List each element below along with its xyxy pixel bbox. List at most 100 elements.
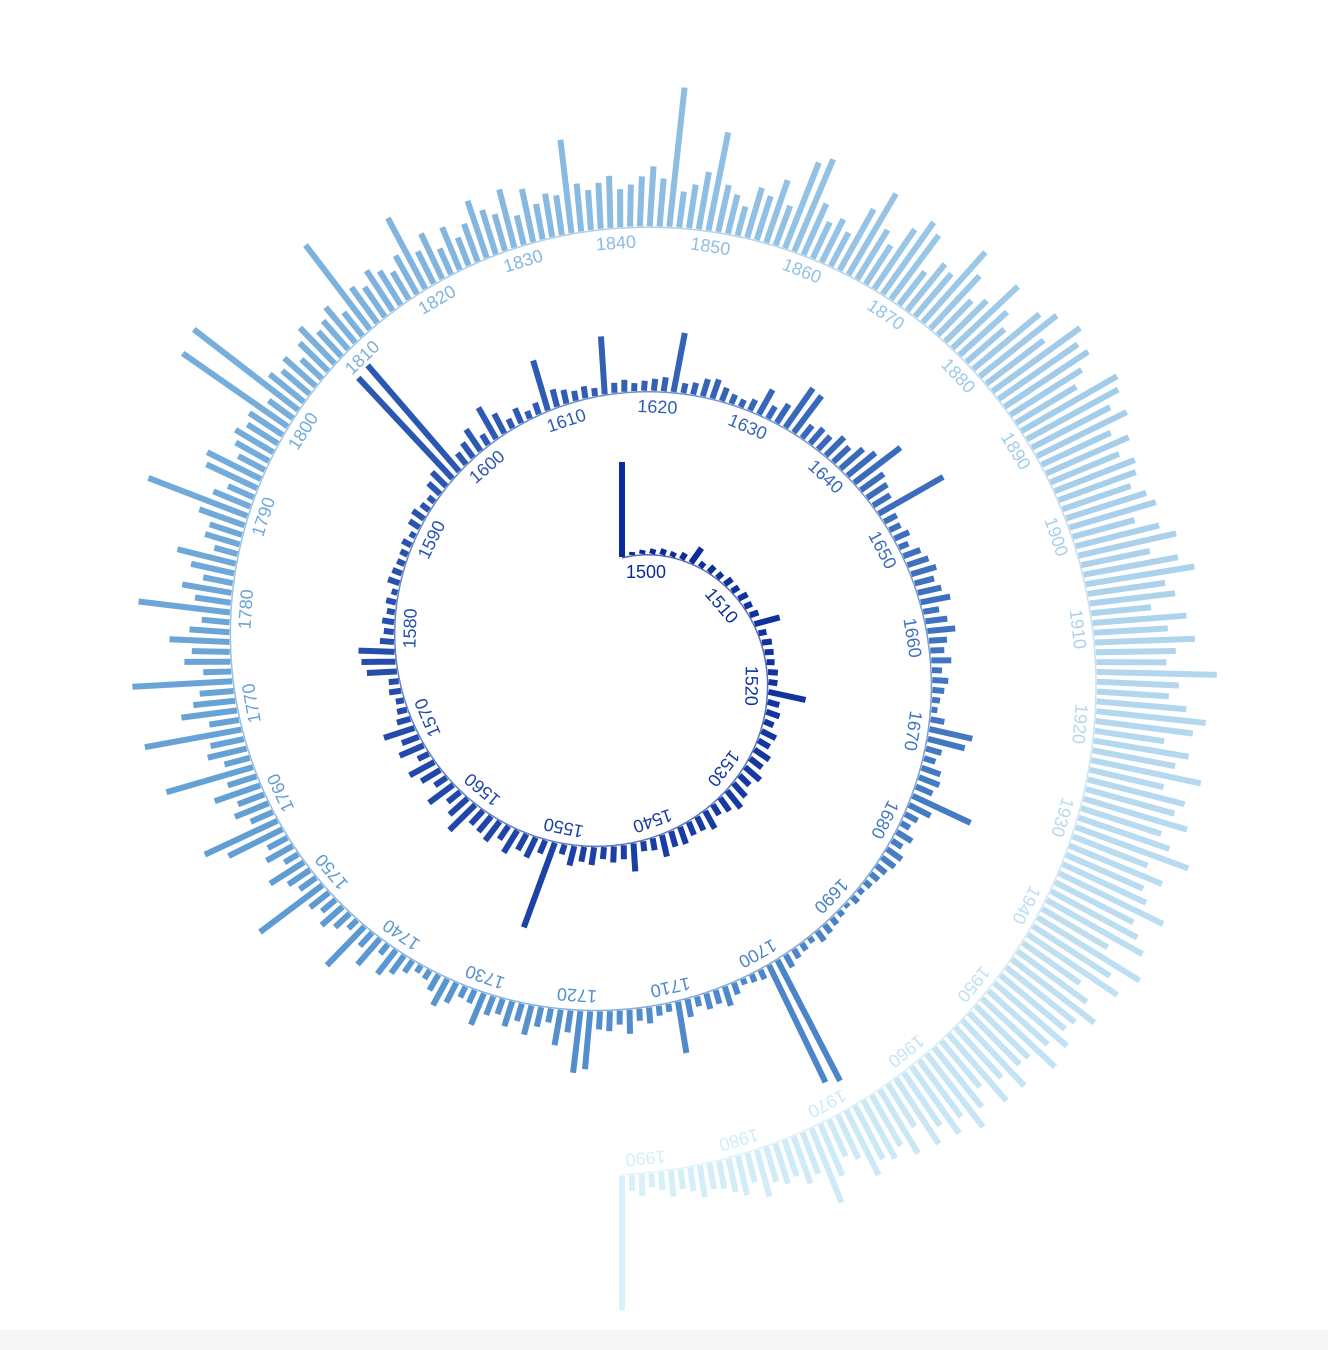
- bar: [606, 175, 614, 228]
- bar: [1090, 757, 1202, 787]
- x-tick-label: 1500: [626, 562, 666, 582]
- bar: [520, 841, 558, 929]
- bar: [845, 450, 878, 478]
- bar: [249, 809, 274, 825]
- bar: [445, 789, 463, 805]
- spiral-axis: [562, 401, 575, 407]
- bar: [782, 161, 822, 250]
- spiral-axis: [873, 289, 885, 297]
- bar: [722, 576, 734, 587]
- bar: [679, 551, 688, 561]
- spiral-axis: [297, 851, 306, 863]
- bar: [737, 773, 752, 788]
- spiral-axis: [1052, 873, 1059, 885]
- bar: [695, 171, 712, 230]
- bar: [532, 401, 542, 416]
- bar: [734, 205, 749, 237]
- bar: [189, 626, 230, 636]
- spiral-axis: [518, 829, 531, 836]
- spiral-axis: [868, 863, 878, 875]
- spiral-axis: [511, 245, 524, 251]
- bar: [626, 1009, 634, 1034]
- spiral-axis: [304, 861, 314, 873]
- bar: [1003, 349, 1090, 410]
- spiral-axis: [920, 608, 925, 621]
- spiral-axis: [717, 1156, 730, 1162]
- bar: [896, 269, 928, 307]
- bar: [496, 188, 518, 249]
- bar: [355, 936, 383, 967]
- spiral-axis: [1010, 947, 1019, 959]
- bar: [376, 269, 404, 307]
- spiral-axis: [1075, 552, 1081, 565]
- bar: [893, 1076, 942, 1146]
- spiral-axis: [402, 695, 408, 708]
- bar: [411, 508, 426, 522]
- bar: [430, 977, 450, 1007]
- spiral-axis: [569, 231, 583, 236]
- bar: [560, 389, 570, 405]
- bar: [980, 996, 1057, 1069]
- spiral-axis: [466, 985, 479, 992]
- bar: [831, 444, 852, 465]
- spiral-axis: [658, 554, 672, 559]
- spiral-axis: [765, 696, 768, 710]
- bar: [1030, 404, 1112, 451]
- bar: [1084, 786, 1176, 817]
- bar: [207, 745, 248, 761]
- x-tick-label: 1920: [1068, 703, 1091, 745]
- bars-group: [132, 87, 1217, 1311]
- x-tick-label: 1580: [399, 608, 420, 649]
- bar: [748, 756, 764, 770]
- bar: [868, 871, 881, 883]
- bar: [862, 879, 873, 890]
- bar: [799, 941, 809, 952]
- bar: [198, 506, 246, 529]
- spiral-axis: [774, 422, 787, 430]
- x-tick-label: 1650: [864, 528, 900, 573]
- spiral-axis: [841, 1105, 853, 1113]
- bar: [205, 449, 263, 482]
- spiral-axis: [678, 227, 691, 231]
- bar: [416, 751, 431, 762]
- spiral-axis: [1026, 441, 1035, 453]
- bar: [630, 843, 639, 872]
- bar: [930, 716, 945, 725]
- bar: [627, 184, 634, 227]
- bar: [466, 988, 478, 1005]
- spiral-axis: [252, 766, 259, 778]
- spiral-axis: [234, 562, 238, 576]
- bar: [209, 736, 245, 749]
- spiral-axis: [430, 498, 439, 510]
- bar: [286, 867, 312, 887]
- bar: [482, 819, 503, 843]
- bar: [768, 678, 778, 687]
- bar: [897, 540, 910, 551]
- spiral-axis: [395, 659, 399, 672]
- bar: [176, 546, 237, 567]
- bar: [1096, 688, 1169, 700]
- bar: [850, 894, 861, 905]
- bar: [468, 992, 487, 1026]
- bar: [426, 973, 442, 992]
- spiral-axis: [344, 907, 355, 917]
- bar: [512, 407, 524, 425]
- bar: [978, 313, 1059, 379]
- spiral-axis: [395, 598, 399, 612]
- bar: [234, 439, 271, 464]
- spiral-axis: [262, 788, 269, 801]
- spiral-axis: [800, 934, 812, 944]
- spiral-axis: [1061, 850, 1068, 863]
- bar: [551, 1009, 564, 1046]
- spiral-axis: [837, 901, 847, 912]
- spiral-axis: [883, 295, 895, 304]
- bar: [379, 637, 395, 645]
- bar: [928, 726, 973, 742]
- spiral-axis: [1083, 780, 1088, 793]
- spiral-axis: [956, 1014, 967, 1025]
- spiral-axis: [541, 837, 554, 843]
- spiral-axis: [872, 1085, 884, 1094]
- spiral-axis: [1023, 927, 1032, 939]
- bar: [1089, 590, 1176, 607]
- spiral-axis: [634, 554, 647, 557]
